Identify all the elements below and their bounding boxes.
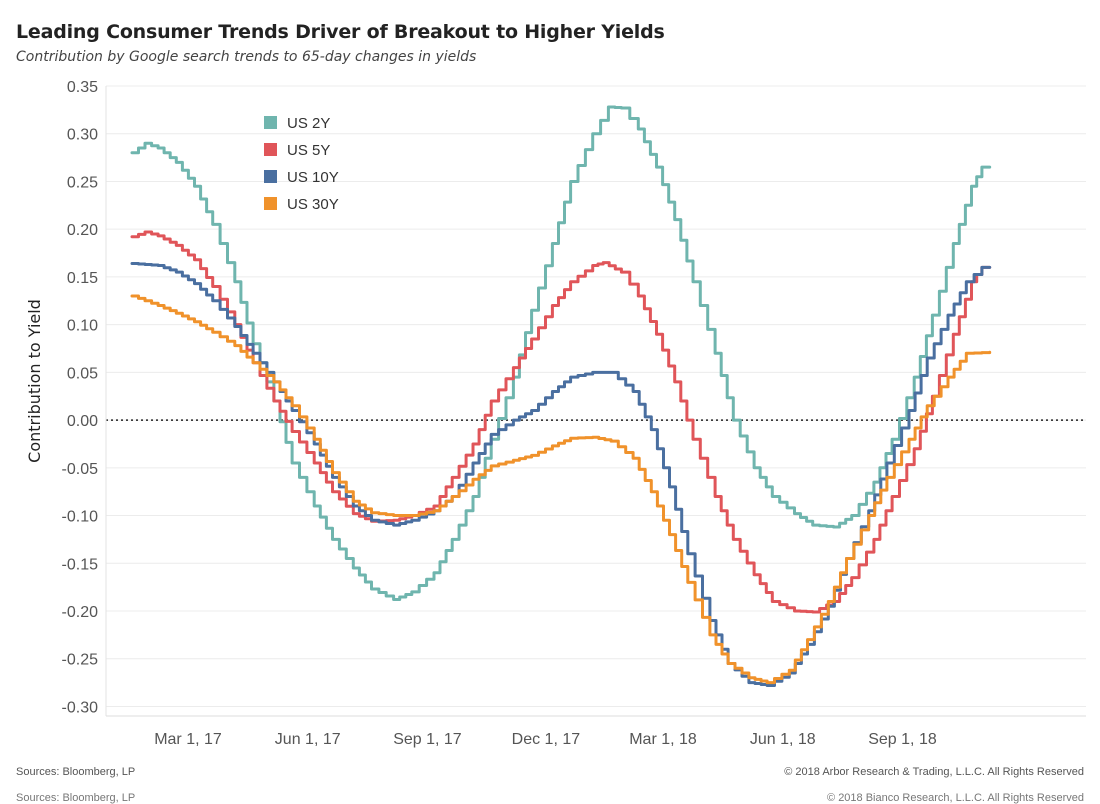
x-tick-label: Sep 1, 17 [393,731,462,748]
y-tick-label: -0.20 [62,604,99,621]
y-tick-label: -0.05 [62,461,99,478]
x-tick-label: Sep 1, 18 [868,731,937,748]
y-tick-label: 0.25 [67,174,98,191]
legend-swatch [264,197,277,210]
source-note-ghost: Sources: Bloomberg, LP [16,792,136,804]
x-tick-label: Mar 1, 18 [629,731,697,748]
series-layer [130,105,992,687]
grid-lines [106,85,1086,707]
series-line-us-10y [130,262,992,687]
legend-swatch [264,143,277,156]
x-tick-label: Dec 1, 17 [512,731,581,748]
y-tick-label: -0.15 [62,556,99,573]
source-note: Sources: Bloomberg, LP [16,766,136,778]
series-line-us-30y [130,294,992,685]
series-line-us-5y [130,230,992,614]
legend-label: US 5Y [287,142,330,159]
x-tick-label: Jun 1, 17 [275,731,341,748]
legend-label: US 30Y [287,196,339,213]
y-tick-label: 0.30 [67,127,98,144]
copyright-note-ghost: © 2018 Bianco Research, L.L.C. All Right… [827,792,1084,804]
chart-subtitle: Contribution by Google search trends to … [16,49,477,65]
legend-swatch [264,116,277,129]
x-axis: Mar 1, 17 Jun 1, 17 Sep 1, 17 Dec 1, 17 Mar … [106,715,1086,748]
legend-label: US 10Y [287,169,339,186]
y-tick-label: -0.10 [62,509,99,526]
x-tick-label: Jun 1, 18 [750,731,816,748]
y-tick-label: 0.35 [67,79,98,96]
y-axis: -0.30 -0.25 -0.20 -0.15 -0.10 -0.05 0.00 0.05 0.… [25,79,107,716]
x-tick-label: Mar 1, 17 [154,731,222,748]
y-tick-label: -0.30 [62,699,99,716]
y-tick-label: -0.25 [62,652,99,669]
y-tick-label: 0.20 [67,222,98,239]
y-tick-label: 0.10 [67,318,98,335]
y-tick-label: 0.05 [67,365,98,382]
legend-label: US 2Y [287,115,330,132]
copyright-note: © 2018 Arbor Research & Trading, L.L.C. … [784,766,1084,778]
y-axis-title: Contribution to Yield [25,299,44,463]
legend: US 2Y US 5Y US 10Y US 30Y [264,115,339,213]
legend-swatch [264,170,277,183]
y-tick-label: 0.00 [67,413,98,430]
y-tick-label: 0.15 [67,270,98,287]
chart-title: Leading Consumer Trends Driver of Breako… [16,21,665,43]
